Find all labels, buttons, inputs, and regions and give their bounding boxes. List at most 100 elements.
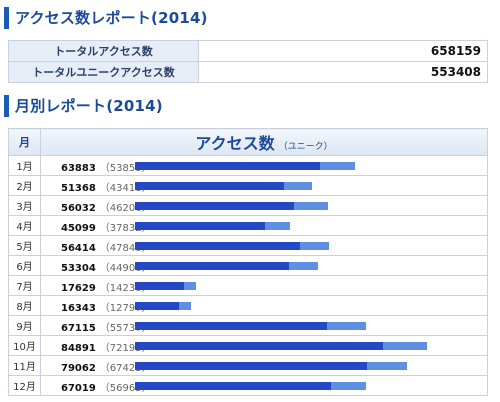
access-report-title: アクセス数レポート(2014) [4, 7, 208, 29]
table-row: 6月 53304 （44906） [8, 255, 488, 276]
table-row: 9月 67115 （55737） [8, 315, 488, 336]
month-cell: 6月 [8, 255, 41, 276]
table-row: 10月 84891 （72195） [8, 335, 488, 356]
table-row: 12月 67019 （56965） [8, 375, 488, 396]
unique-count: （47840） [99, 243, 152, 254]
unique-count: （56965） [99, 383, 152, 394]
month-column-header: 月 [8, 128, 41, 156]
access-count: 84891 [61, 343, 96, 354]
month-cell: 8月 [8, 295, 41, 316]
unique-access-bar [135, 322, 327, 330]
access-count: 79062 [61, 363, 96, 374]
monthly-table-body: 1月 63883 （53859） 2月 51368 （43418） 3月 56032 （4620… [8, 155, 488, 396]
access-bar [135, 202, 479, 210]
access-bar [135, 322, 479, 330]
table-row: 5月 56414 （47840） [8, 235, 488, 256]
access-count: 45099 [61, 223, 96, 234]
unique-access-bar [135, 222, 266, 230]
unique-count: （46206） [99, 203, 152, 214]
unique-count: （43418） [99, 183, 152, 194]
access-bar [135, 162, 479, 170]
unique-access-bar [135, 382, 331, 390]
access-cell: 16343 （12797） [40, 295, 488, 316]
access-cell: 17629 （14230） [40, 275, 488, 296]
unique-count: （55737） [99, 323, 152, 334]
access-cell: 53304 （44906） [40, 255, 488, 276]
access-count: 67019 [61, 383, 96, 394]
unique-access-bar [135, 202, 294, 210]
access-count: 56032 [61, 203, 96, 214]
unique-count: （37832） [99, 223, 152, 234]
month-cell: 3月 [8, 195, 41, 216]
unique-count: （67423） [99, 363, 152, 374]
summary-label: トータルアクセス数 [8, 40, 199, 62]
month-cell: 4月 [8, 215, 41, 236]
access-bar [135, 302, 479, 310]
access-cell: 56414 （47840） [40, 235, 488, 256]
access-cell: 51368 （43418） [40, 175, 488, 196]
unique-count: （14230） [99, 283, 152, 294]
table-row: 7月 17629 （14230） [8, 275, 488, 296]
access-count: 17629 [61, 283, 96, 294]
unique-count: （12797） [99, 303, 152, 314]
month-cell: 11月 [8, 355, 41, 376]
access-bar [135, 262, 479, 270]
access-count: 56414 [61, 243, 96, 254]
access-column-title: アクセス数 [195, 134, 275, 153]
table-row: 11月 79062 （67423） [8, 355, 488, 376]
unique-access-bar [135, 362, 367, 370]
summary-label: トータルユニークアクセス数 [8, 61, 199, 83]
unique-access-bar [135, 282, 184, 290]
access-bar [135, 362, 479, 370]
table-row: 8月 16343 （12797） [8, 295, 488, 316]
unique-access-bar [135, 342, 384, 350]
summary-value: 553408 [198, 61, 488, 83]
access-bar [135, 282, 479, 290]
access-bar [135, 242, 479, 250]
access-count: 51368 [61, 183, 96, 194]
access-cell: 79062 （67423） [40, 355, 488, 376]
unique-access-bar [135, 242, 300, 250]
access-cell: 63883 （53859） [40, 155, 488, 176]
access-bar [135, 182, 479, 190]
month-cell: 12月 [8, 375, 41, 396]
unique-access-bar [135, 182, 285, 190]
month-cell: 9月 [8, 315, 41, 336]
table-row: 4月 45099 （37832） [8, 215, 488, 236]
access-count: 67115 [61, 323, 96, 334]
unique-count: （53859） [99, 163, 152, 174]
access-cell: 67019 （56965） [40, 375, 488, 396]
table-row: 1月 63883 （53859） [8, 155, 488, 176]
summary-row-unique: トータルユニークアクセス数 553408 [8, 61, 488, 83]
summary-row-total: トータルアクセス数 658159 [8, 40, 488, 62]
access-column-header: アクセス数 （ユニーク） [40, 128, 488, 156]
table-row: 3月 56032 （46206） [8, 195, 488, 216]
month-cell: 1月 [8, 155, 41, 176]
monthly-report-title: 月別レポート(2014) [4, 95, 163, 117]
month-cell: 7月 [8, 275, 41, 296]
unique-access-bar [135, 262, 290, 270]
access-cell: 84891 （72195） [40, 335, 488, 356]
unique-access-bar [135, 162, 321, 170]
access-count: 63883 [61, 163, 96, 174]
monthly-header-row: 月 アクセス数 （ユニーク） [8, 128, 488, 156]
month-cell: 5月 [8, 235, 41, 256]
table-row: 2月 51368 （43418） [8, 175, 488, 196]
access-count: 53304 [61, 263, 96, 274]
unique-access-bar [135, 302, 180, 310]
access-count: 16343 [61, 303, 96, 314]
summary-value: 658159 [198, 40, 488, 62]
month-cell: 2月 [8, 175, 41, 196]
unique-column-subtitle: （ユニーク） [278, 142, 333, 152]
access-bar [135, 222, 479, 230]
access-cell: 67115 （55737） [40, 315, 488, 336]
monthly-table: 月 アクセス数 （ユニーク） 1月 63883 （53859） 2月 51368 （4341… [8, 128, 488, 396]
month-cell: 10月 [8, 335, 41, 356]
unique-count: （44906） [99, 263, 152, 274]
access-cell: 56032 （46206） [40, 195, 488, 216]
access-bar [135, 342, 479, 350]
access-bar [135, 382, 479, 390]
summary-table: トータルアクセス数 658159 トータルユニークアクセス数 553408 [8, 40, 488, 83]
access-cell: 45099 （37832） [40, 215, 488, 236]
unique-count: （72195） [99, 343, 152, 354]
